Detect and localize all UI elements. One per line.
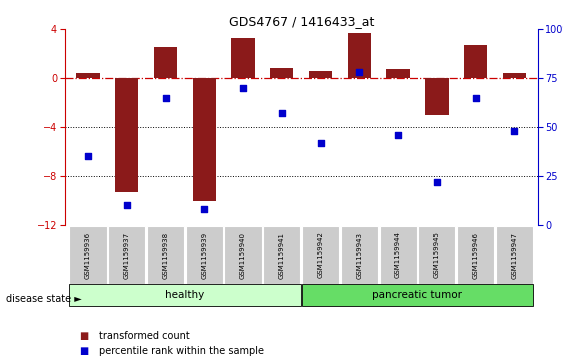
Bar xyxy=(503,73,526,78)
Text: GSM1159942: GSM1159942 xyxy=(318,232,324,278)
Bar xyxy=(154,48,177,78)
FancyBboxPatch shape xyxy=(147,226,184,284)
Text: GSM1159947: GSM1159947 xyxy=(511,232,517,278)
Title: GDS4767 / 1416433_at: GDS4767 / 1416433_at xyxy=(229,15,374,28)
Bar xyxy=(386,69,410,78)
Point xyxy=(316,140,325,146)
Point xyxy=(355,69,364,75)
FancyBboxPatch shape xyxy=(302,226,339,284)
Point xyxy=(122,203,131,208)
Point xyxy=(394,132,403,138)
Text: pancreatic tumor: pancreatic tumor xyxy=(373,290,462,300)
Text: GSM1159944: GSM1159944 xyxy=(395,232,401,278)
Text: healthy: healthy xyxy=(166,290,204,300)
Text: GSM1159945: GSM1159945 xyxy=(434,232,440,278)
FancyBboxPatch shape xyxy=(108,226,145,284)
Bar xyxy=(77,73,100,78)
Text: disease state ►: disease state ► xyxy=(6,294,82,305)
Text: GSM1159943: GSM1159943 xyxy=(356,232,363,278)
Point xyxy=(161,95,170,101)
Text: GSM1159946: GSM1159946 xyxy=(473,232,479,278)
Text: GSM1159940: GSM1159940 xyxy=(240,232,246,278)
Point xyxy=(471,95,480,101)
Text: GSM1159936: GSM1159936 xyxy=(85,232,91,278)
FancyBboxPatch shape xyxy=(341,226,378,284)
Point xyxy=(510,128,519,134)
Text: ■: ■ xyxy=(79,331,88,341)
Point xyxy=(239,85,248,91)
Point xyxy=(278,110,287,116)
FancyBboxPatch shape xyxy=(69,226,106,284)
Bar xyxy=(231,38,254,78)
FancyBboxPatch shape xyxy=(418,226,455,284)
FancyBboxPatch shape xyxy=(496,226,533,284)
Bar xyxy=(464,45,487,78)
Bar xyxy=(193,78,216,200)
FancyBboxPatch shape xyxy=(263,226,301,284)
Point xyxy=(200,207,209,212)
Bar xyxy=(115,78,138,192)
Text: GSM1159941: GSM1159941 xyxy=(279,232,285,278)
Text: transformed count: transformed count xyxy=(99,331,189,341)
FancyBboxPatch shape xyxy=(379,226,417,284)
Bar xyxy=(348,33,371,78)
Bar xyxy=(270,68,293,78)
Text: GSM1159938: GSM1159938 xyxy=(163,232,168,278)
Point xyxy=(83,154,92,159)
FancyBboxPatch shape xyxy=(457,226,494,284)
Text: percentile rank within the sample: percentile rank within the sample xyxy=(99,346,263,356)
FancyBboxPatch shape xyxy=(186,226,223,284)
Text: GSM1159937: GSM1159937 xyxy=(124,232,129,278)
Bar xyxy=(309,71,332,78)
FancyBboxPatch shape xyxy=(69,284,301,306)
Bar xyxy=(425,78,449,115)
FancyBboxPatch shape xyxy=(225,226,262,284)
Text: ■: ■ xyxy=(79,346,88,356)
Point xyxy=(432,179,441,185)
Text: GSM1159939: GSM1159939 xyxy=(202,232,207,278)
FancyBboxPatch shape xyxy=(302,284,533,306)
